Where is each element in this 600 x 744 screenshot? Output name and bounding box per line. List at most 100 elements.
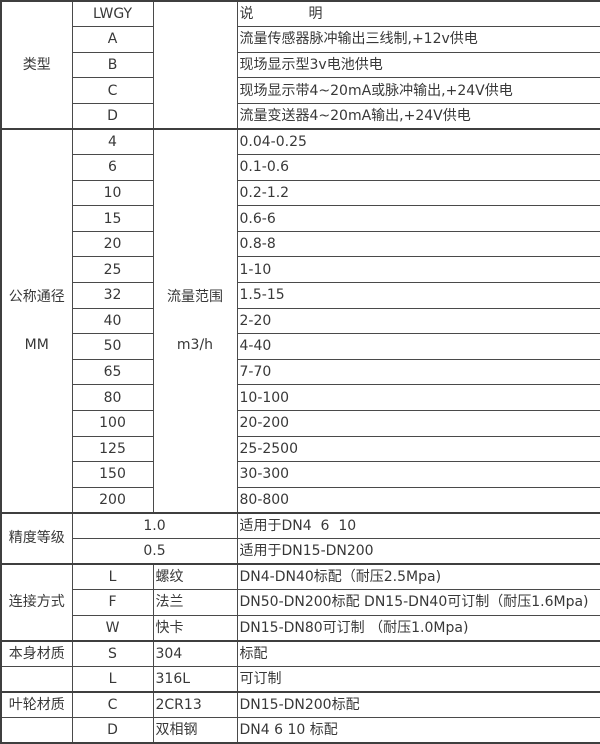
range-cell: 7-70 bbox=[236, 358, 600, 386]
type-code-cell: D bbox=[71, 102, 154, 130]
range-cell: 0.6-6 bbox=[236, 205, 600, 232]
material-label-empty-cell bbox=[0, 717, 73, 744]
dn-cell: 32 bbox=[71, 282, 154, 309]
table-row: B 现场显示型3v电池供电 bbox=[1, 51, 600, 79]
model-code-cell: LWGY bbox=[71, 0, 154, 28]
connection-desc-cell: DN4-DN40标配（耐压2.5Mpa) bbox=[236, 563, 600, 591]
table-row: 叶轮材质 C 2CR13 DN15-DN200标配 bbox=[0, 691, 600, 719]
material-desc-cell: 可订制 bbox=[236, 665, 600, 693]
table-row: 150 30-300 bbox=[1, 461, 600, 488]
table-row: W 快卡 DN15-DN80可订制 （耐压1.0Mpa) bbox=[1, 614, 600, 642]
range-cell: 0.1-0.6 bbox=[236, 154, 600, 181]
table-row: A 流量传感器脉冲输出三线制,+12v供电 bbox=[1, 26, 600, 53]
type-desc-cell: 现场显示带4~20mA或脉冲输出,+24V供电 bbox=[236, 77, 600, 104]
dn-cell: 6 bbox=[71, 154, 154, 181]
material-label-empty-cell bbox=[0, 665, 73, 693]
table-row: 0.5 适用于DN15-DN200 bbox=[1, 537, 600, 565]
range-cell: 2-20 bbox=[236, 307, 600, 335]
connection-desc-cell: DN15-DN80可订制 （耐压1.0Mpa) bbox=[236, 614, 600, 642]
table-row: 50 4-40 bbox=[1, 333, 600, 360]
range-cell: 1-10 bbox=[236, 256, 600, 284]
flow-range-label-line2: m3/h bbox=[176, 337, 214, 354]
range-cell: 0.2-1.2 bbox=[236, 179, 600, 207]
table-row: 80 10-100 bbox=[1, 384, 600, 411]
range-cell: 20-200 bbox=[236, 410, 600, 437]
connection-name-cell: 法兰 bbox=[152, 589, 238, 616]
dn-cell: 65 bbox=[71, 358, 154, 386]
type-code-cell: C bbox=[71, 77, 154, 104]
type-desc-cell: 流量变送器4~20mA输出,+24V供电 bbox=[236, 102, 600, 130]
table-row: 25 1-10 bbox=[1, 256, 600, 284]
dn-cell: 150 bbox=[71, 461, 154, 488]
material-code-cell: S bbox=[71, 639, 154, 667]
table-row: D 流量变送器4~20mA输出,+24V供电 bbox=[1, 102, 600, 130]
connection-code-cell: W bbox=[71, 614, 154, 642]
dn-cell: 80 bbox=[71, 384, 154, 411]
material-name-cell: 2CR13 bbox=[152, 691, 238, 719]
table-row: 15 0.6-6 bbox=[1, 205, 600, 232]
table-row: 65 7-70 bbox=[1, 358, 600, 386]
accuracy-desc-cell: 适用于DN4 6 10 bbox=[236, 511, 600, 539]
material-code-cell: C bbox=[71, 691, 154, 719]
section-label-body-material: 本身材质 bbox=[0, 639, 73, 667]
flow-range-label-cell: 流量范围 m3/h bbox=[152, 127, 238, 514]
table-row: 本身材质 S 304 标配 bbox=[0, 639, 600, 667]
range-cell: 10-100 bbox=[236, 384, 600, 411]
table-row: D 双相钢 DN4 6 10 标配 bbox=[0, 717, 600, 744]
table-row: 200 80-800 bbox=[1, 486, 600, 514]
accuracy-value-cell: 0.5 bbox=[71, 537, 238, 565]
range-cell: 80-800 bbox=[236, 486, 600, 514]
table-row: 公称通径 MM 4 流量范围 m3/h 0.04-0.25 bbox=[0, 127, 600, 514]
connection-code-cell: L bbox=[71, 563, 154, 591]
material-code-cell: L bbox=[71, 665, 154, 693]
type-code-cell: B bbox=[71, 51, 154, 79]
dn-cell: 200 bbox=[71, 486, 154, 514]
type-desc-cell: 现场显示型3v电池供电 bbox=[236, 51, 600, 79]
table-row: 125 25-2500 bbox=[1, 435, 600, 463]
connection-name-cell: 快卡 bbox=[152, 614, 238, 642]
dn-cell: 25 bbox=[71, 256, 154, 284]
table-row: 20 0.8-8 bbox=[1, 230, 600, 258]
material-name-cell: 316L bbox=[152, 665, 238, 693]
type-desc-cell: 流量传感器脉冲输出三线制,+12v供电 bbox=[236, 26, 600, 53]
desc-title-cell: 说明 bbox=[236, 0, 600, 28]
dn-cell: 125 bbox=[71, 435, 154, 463]
material-desc-cell: 标配 bbox=[236, 639, 600, 667]
table-row: C 现场显示带4~20mA或脉冲输出,+24V供电 bbox=[1, 77, 600, 104]
dn-cell: 100 bbox=[71, 410, 154, 437]
section-label-impeller-material: 叶轮材质 bbox=[0, 691, 73, 719]
section-label-diameter: 公称通径 MM bbox=[0, 127, 73, 514]
range-cell: 4-40 bbox=[236, 333, 600, 360]
material-desc-cell: DN4 6 10 标配 bbox=[236, 717, 600, 744]
connection-code-cell: F bbox=[71, 589, 154, 616]
dn-cell: 4 bbox=[71, 127, 154, 156]
material-name-cell: 304 bbox=[152, 639, 238, 667]
section-label-connection: 连接方式 bbox=[0, 563, 73, 642]
table-row: L 316L 可订制 bbox=[0, 665, 600, 693]
table-row: F 法兰 DN50-DN200标配 DN15-DN40可订制（耐压1.6Mpa) bbox=[1, 589, 600, 616]
flow-range-label-line1: 流量范围 bbox=[167, 288, 223, 305]
table-row: 100 20-200 bbox=[1, 410, 600, 437]
connection-desc-cell: DN50-DN200标配 DN15-DN40可订制（耐压1.6Mpa) bbox=[236, 589, 600, 616]
diameter-label-line1: 公称通径 bbox=[8, 288, 65, 305]
desc-title-text: 说明 bbox=[239, 6, 378, 22]
section-label-type: 类型 bbox=[0, 0, 73, 130]
table-row: 6 0.1-0.6 bbox=[1, 154, 600, 181]
dn-cell: 10 bbox=[71, 179, 154, 207]
type-mid-empty-cell bbox=[152, 0, 238, 130]
table-row: 40 2-20 bbox=[1, 307, 600, 335]
accuracy-value-cell: 1.0 bbox=[71, 511, 238, 539]
range-cell: 1.5-15 bbox=[236, 282, 600, 309]
table-row: 32 1.5-15 bbox=[1, 282, 600, 309]
range-cell: 0.04-0.25 bbox=[236, 127, 600, 156]
dn-cell: 40 bbox=[71, 307, 154, 335]
table-row: 精度等级 1.0 适用于DN4 6 10 bbox=[0, 511, 600, 565]
accuracy-desc-cell: 适用于DN15-DN200 bbox=[236, 537, 600, 565]
table-row: 类型 LWGY 说明 bbox=[0, 0, 600, 130]
type-code-cell: A bbox=[71, 26, 154, 53]
dn-cell: 50 bbox=[71, 333, 154, 360]
material-code-cell: D bbox=[71, 717, 154, 744]
range-cell: 25-2500 bbox=[236, 435, 600, 463]
section-label-accuracy: 精度等级 bbox=[0, 511, 73, 565]
